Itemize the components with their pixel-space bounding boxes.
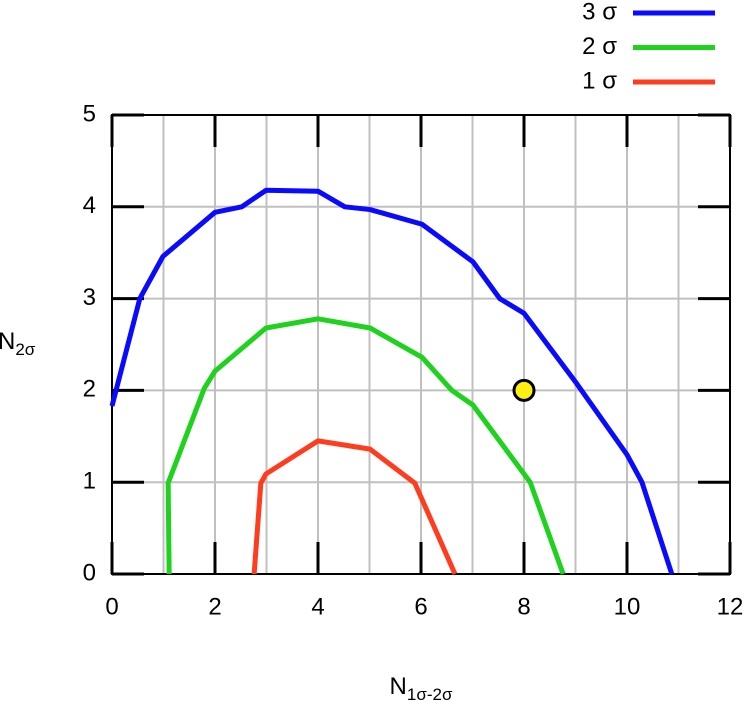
legend-label: 2 σ: [582, 33, 617, 60]
x-axis-label-main: N: [390, 673, 407, 700]
x-tick-label: 8: [517, 593, 530, 620]
y-tick-label: 0: [83, 559, 96, 586]
series-line: [165, 316, 566, 575]
legend-label: 3 σ: [582, 0, 617, 25]
y-axis-label: N2σ: [0, 328, 36, 359]
y-axis-label-sub: 2σ: [15, 340, 35, 359]
x-tick-label: 10: [614, 593, 641, 620]
x-tick-label: 0: [105, 593, 118, 620]
legend-label: 1 σ: [582, 67, 617, 94]
x-tick-label: 12: [717, 593, 744, 620]
y-axis-label-main: N: [0, 328, 15, 355]
point-marker: [512, 378, 536, 402]
x-tick-label: 6: [414, 593, 427, 620]
x-axis-label-sub: 1σ-2σ: [407, 685, 453, 704]
y-tick-label: 2: [83, 376, 96, 403]
x-tick-label: 2: [208, 593, 221, 620]
series-line: [109, 187, 675, 575]
y-tick-label: 3: [83, 284, 96, 311]
series-line: [251, 438, 458, 576]
x-tick-label: 4: [311, 593, 324, 620]
y-tick-label: 4: [83, 192, 96, 219]
x-axis-label: N1σ-2σ: [390, 673, 453, 704]
plot-frame: [111, 114, 731, 575]
y-tick-label: 1: [83, 468, 96, 495]
y-tick-label: 5: [83, 100, 96, 127]
